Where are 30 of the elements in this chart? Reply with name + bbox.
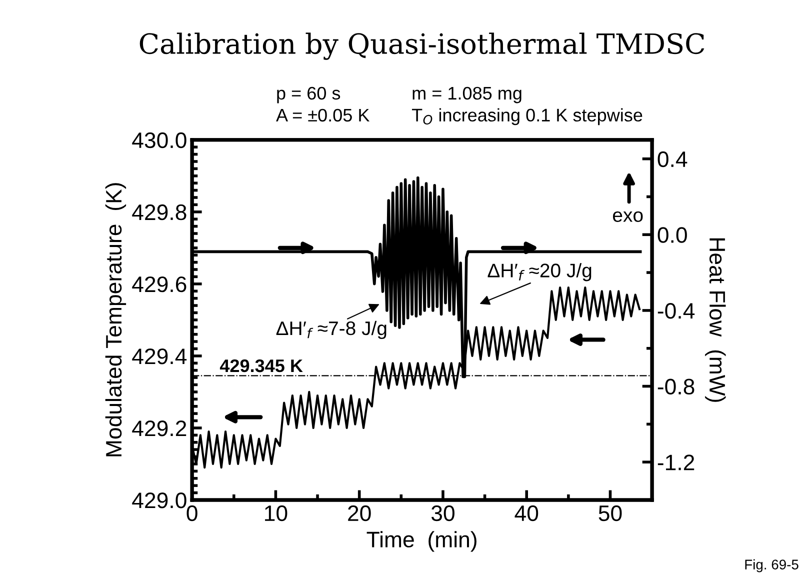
y2-tick-label: -0.8	[658, 378, 694, 395]
annotation: ΔH′$_{f}$ ≈20 J/g	[488, 263, 592, 282]
annotation: exo	[613, 211, 643, 222]
y2-tick-label: 0.4	[658, 151, 688, 168]
text: p = 60 s	[277, 86, 340, 104]
y2-tick-label: 0.0	[658, 227, 687, 243]
text: m = 1.085 mg	[412, 86, 522, 104]
y2-axis-title: Heat Flow (mW)	[705, 238, 726, 402]
y-tick-label: 430.0	[132, 132, 186, 148]
x-tick-label: 30	[431, 505, 454, 522]
x-tick-label: 20	[348, 505, 371, 522]
y-tick-label: 429.8	[132, 204, 186, 220]
x-tick-label: 40	[514, 505, 538, 522]
text: A = ±0.05 K	[276, 108, 370, 122]
x-tick-label: 10	[265, 505, 288, 522]
text: T$_{O}$ increasing 0.1 K stepwise	[412, 108, 642, 126]
annotation: ΔH′$_{f}$ ≈7-8 J/g	[276, 320, 386, 340]
y-axis-title: Modulated Temperature (K)	[105, 183, 126, 456]
y-tick-label: 429.0	[132, 492, 186, 508]
x-tick-label: 0	[186, 505, 198, 522]
y-tick-label: 429.6	[132, 276, 186, 292]
caption: Fig. 69-5	[745, 559, 798, 572]
y2-tick-label: -1.2	[658, 454, 694, 470]
chart-title: Calibration by Quasi-isothermal TMDSC	[140, 32, 704, 60]
y-tick-label: 429.4	[132, 348, 187, 364]
ref-line-label: 429.345 K	[220, 359, 303, 372]
y2-tick-label: -0.4	[658, 302, 695, 319]
x-axis-title: Time (min)	[366, 531, 476, 552]
x-tick-label: 50	[598, 505, 622, 522]
y-tick-label: 429.2	[132, 420, 186, 436]
